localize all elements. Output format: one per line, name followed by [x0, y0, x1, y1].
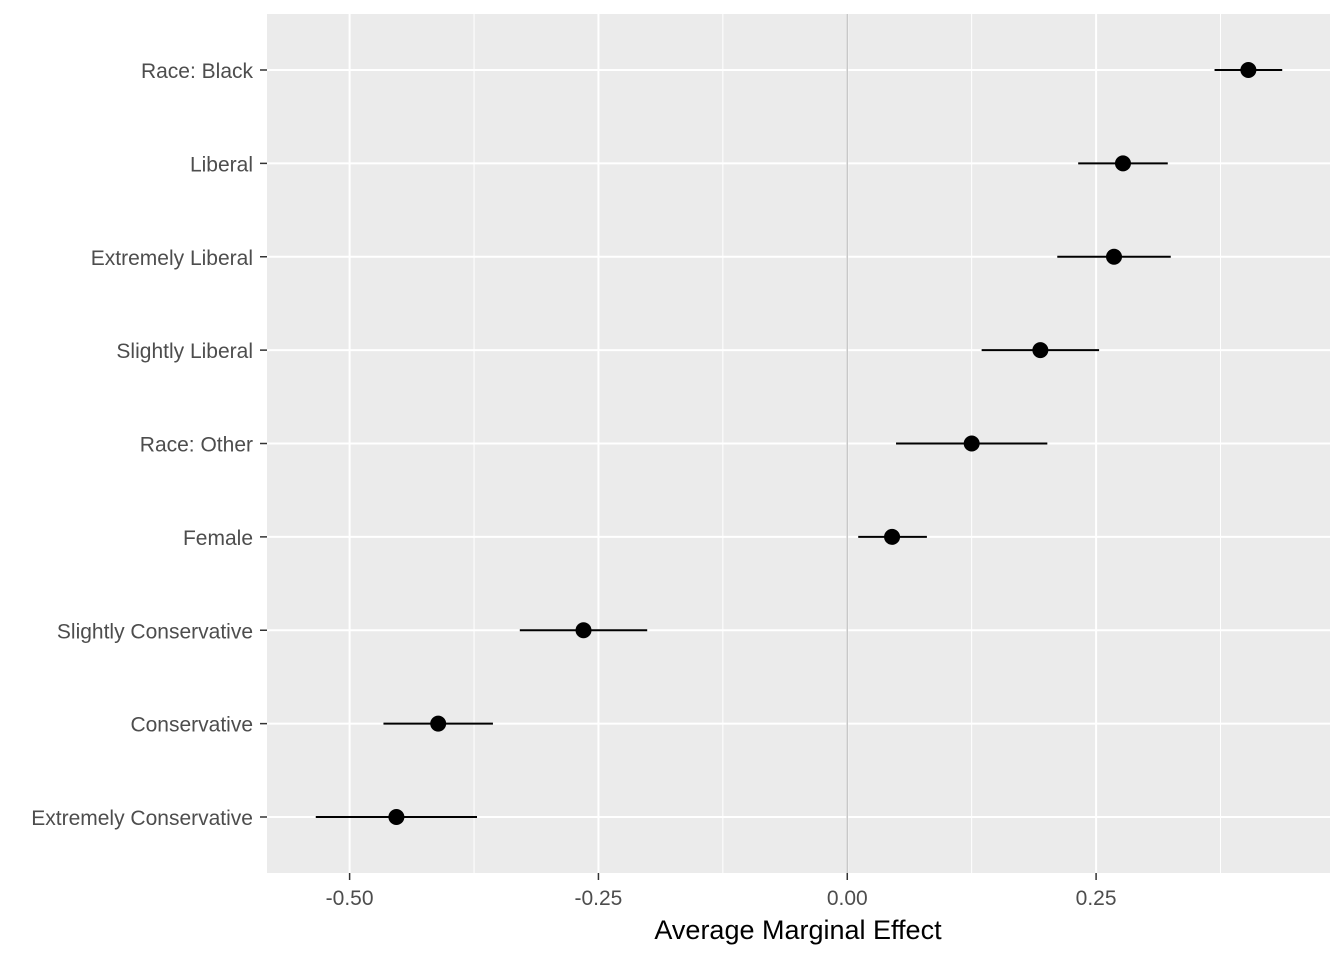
estimates-layer	[315, 62, 1283, 825]
estimate-point	[1106, 248, 1123, 265]
x-axis-title: Average Marginal Effect	[654, 915, 942, 945]
y-tick-label: Extremely Liberal	[91, 247, 253, 270]
y-tick-label: Race: Other	[140, 434, 253, 457]
estimate-point	[430, 715, 447, 732]
estimate-point	[388, 809, 405, 825]
estimate-point	[884, 528, 901, 545]
y-tick-label: Female	[183, 527, 253, 550]
x-axis: -0.50 -0.25 0.00 0.25	[326, 873, 1117, 910]
x-tick-label: -0.50	[326, 887, 374, 910]
x-tick-label: 0.00	[827, 887, 868, 910]
x-tick-label: -0.25	[575, 887, 623, 910]
y-tick-label: Liberal	[190, 153, 253, 176]
y-tick-label: Extremely Conservative	[31, 807, 253, 830]
estimate-point	[1114, 155, 1131, 172]
estimate-point	[1032, 342, 1049, 359]
y-tick-label: Race: Black	[141, 60, 254, 83]
estimate-point	[1240, 62, 1257, 78]
estimate-point	[963, 435, 980, 452]
x-tick-label: 0.25	[1076, 887, 1117, 910]
y-tick-label: Slightly Conservative	[57, 620, 253, 643]
y-tick-label: Slightly Liberal	[116, 340, 253, 363]
estimate-point	[575, 622, 592, 639]
y-axis: Race: Black Liberal Extremely Liberal Sligh…	[31, 60, 267, 830]
y-tick-label: Conservative	[130, 714, 253, 737]
